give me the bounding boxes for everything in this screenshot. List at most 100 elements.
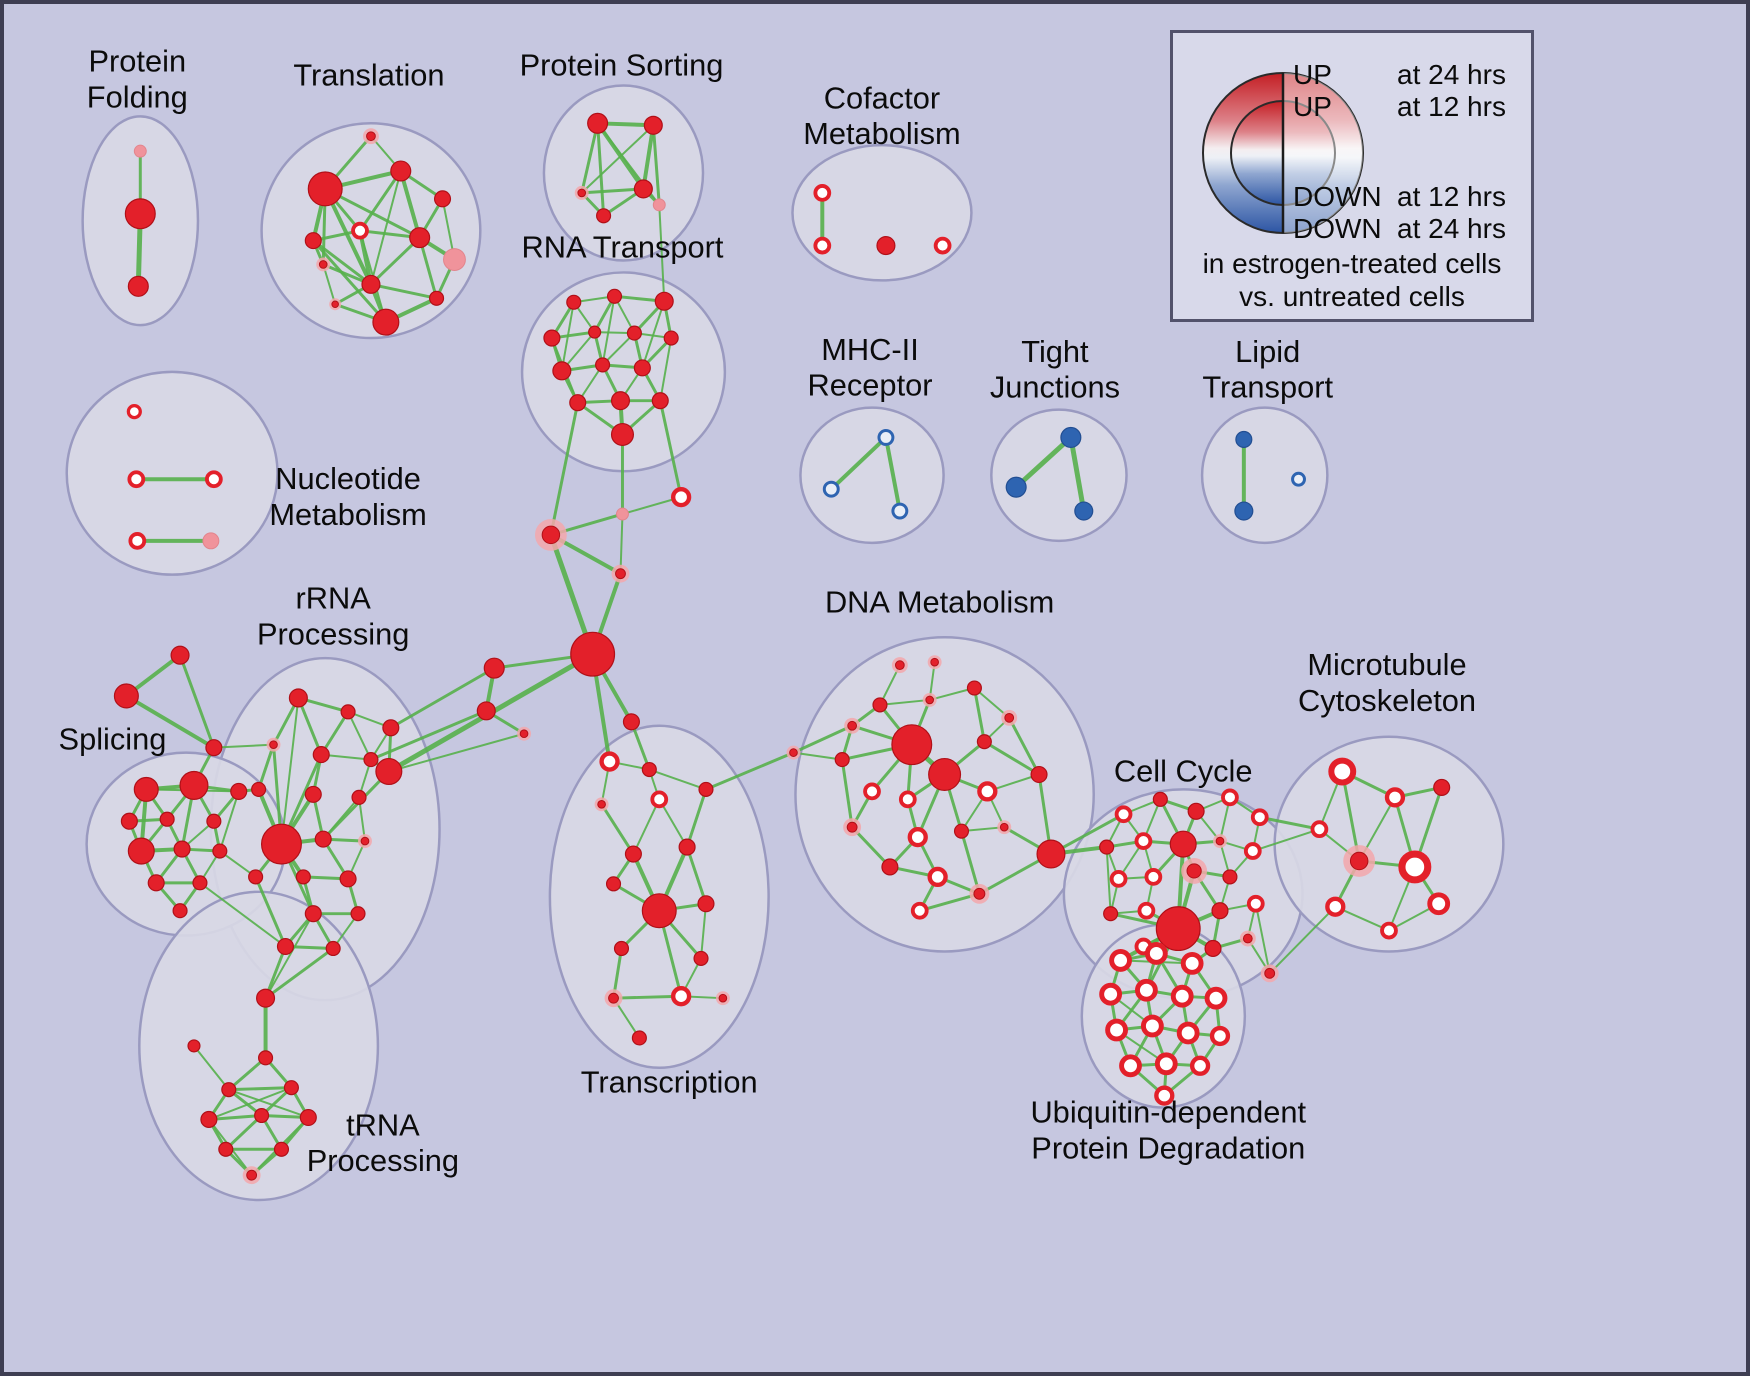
cluster-label-microtubule-cytoskeleton: Microtubule Cytoskeleton	[1298, 647, 1476, 718]
network-edge	[218, 790, 240, 853]
gene-node-up-ring	[1109, 948, 1132, 972]
gene-node-up	[304, 905, 322, 923]
gene-node-up	[246, 1169, 258, 1181]
gene-node-down	[1235, 430, 1253, 449]
network-edge	[1258, 815, 1321, 831]
gene-node-up	[192, 875, 208, 891]
network-canvas: Protein Folding Translation Protein Sorting…	[59, 44, 1505, 1202]
gene-node-up-ring	[670, 986, 692, 1007]
legend-box: UP at 24 hrs UP at 12 hrs DOWN at 12 hrs DO…	[1170, 30, 1534, 322]
cluster-label-trna-processing: tRNA Processing	[307, 1107, 459, 1178]
gene-node-up-ring	[126, 404, 142, 420]
gene-node-up-ring	[1144, 868, 1163, 886]
cluster-label-rna-transport: RNA Transport	[521, 230, 723, 265]
gene-node-up-ring	[1246, 894, 1265, 913]
network-edge	[580, 124, 655, 194]
gene-node-up-ring	[933, 236, 952, 255]
network-edge	[227, 1086, 293, 1092]
gene-node-up	[1036, 839, 1066, 869]
network-edge	[704, 751, 795, 791]
network-edge	[398, 169, 422, 240]
legend-time-label: at 12 hrs	[1397, 181, 1506, 212]
gene-node-up-ring	[1325, 896, 1346, 917]
network-edge	[659, 337, 673, 402]
network-edge	[632, 798, 661, 856]
network-edge	[651, 123, 661, 207]
gene-node-up	[678, 838, 696, 856]
gene-node-up	[1152, 791, 1168, 807]
gene-node-up	[1187, 802, 1205, 820]
gene-node-up	[622, 713, 640, 731]
network-edge	[700, 902, 707, 960]
gene-node-up	[483, 657, 505, 679]
gene-node-up	[200, 1110, 218, 1129]
gene-node-up	[543, 329, 561, 347]
gene-node-up-ring	[1204, 986, 1228, 1010]
gene-node-up	[872, 697, 888, 713]
gene-node-up	[340, 704, 356, 720]
network-edge	[369, 236, 422, 286]
gene-node-up-weak	[133, 144, 147, 158]
gene-node-up	[966, 680, 982, 696]
network-edge	[972, 686, 986, 744]
gene-node-up-ring	[1119, 1054, 1142, 1078]
network-edge	[596, 121, 606, 218]
cluster-label-dna-metabolism: DNA Metabolism	[825, 584, 1054, 619]
legend-direction-label: DOWN	[1293, 181, 1382, 212]
gene-node-up	[133, 776, 159, 802]
gene-node-up-weak	[616, 507, 629, 521]
network-edge	[323, 186, 373, 287]
network-edge	[600, 802, 635, 856]
gene-node-up	[312, 746, 330, 764]
gene-node-up-ring	[1250, 808, 1269, 827]
gene-node-up	[350, 906, 366, 922]
gene-node-up	[891, 724, 933, 766]
network-edge	[358, 169, 403, 233]
cluster-label-translation: Translation	[293, 58, 444, 93]
gene-node-up-ring	[910, 901, 929, 920]
network-edge	[658, 399, 683, 499]
gene-node-up	[1349, 851, 1369, 871]
gene-node-up	[697, 895, 715, 913]
network-edge	[387, 732, 526, 773]
gene-node-up-ring	[1140, 1014, 1164, 1038]
gene-node-up	[577, 188, 587, 198]
legend-row-up-24: UP at 24 hrs	[1293, 59, 1506, 91]
gene-node-up	[304, 232, 322, 250]
gene-node-up	[273, 1141, 290, 1157]
network-edge	[198, 881, 287, 948]
network-edge	[641, 123, 656, 191]
legend-time-label: at 24 hrs	[1397, 213, 1506, 244]
gene-node-up	[698, 781, 714, 797]
gene-node-up	[299, 1108, 317, 1127]
network-edge	[658, 203, 666, 303]
gene-node-up-ring	[1221, 788, 1239, 807]
gene-node-up	[288, 688, 308, 708]
gene-node-up	[615, 568, 626, 580]
network-edge	[685, 845, 708, 906]
gene-node-up-ring	[1099, 982, 1123, 1006]
gene-node-up	[643, 115, 663, 135]
network-edge	[254, 875, 287, 948]
gene-node-up	[314, 830, 332, 848]
gene-node-up-ring	[599, 751, 620, 772]
gene-node-up	[651, 392, 669, 410]
gene-node-up	[847, 720, 858, 731]
gene-node-up	[608, 992, 619, 1004]
gene-node-down	[1074, 501, 1094, 521]
network-edge	[612, 994, 683, 1000]
gene-node-up	[999, 822, 1009, 832]
gene-node-up	[205, 739, 223, 757]
network-edge	[296, 696, 323, 757]
gene-node-up-ring	[1144, 942, 1168, 965]
network-edge	[878, 698, 931, 706]
gene-node-up-ring	[863, 782, 881, 801]
gene-node-down-ring	[877, 429, 895, 446]
gene-node-up	[375, 757, 403, 786]
legend-row-down-12: DOWN at 12 hrs	[1293, 181, 1506, 213]
network-edge	[641, 300, 666, 369]
legend-caption: in estrogen-treated cells vs. untreated …	[1173, 247, 1531, 313]
network-edge	[207, 1114, 264, 1121]
gene-node-up	[295, 869, 311, 885]
